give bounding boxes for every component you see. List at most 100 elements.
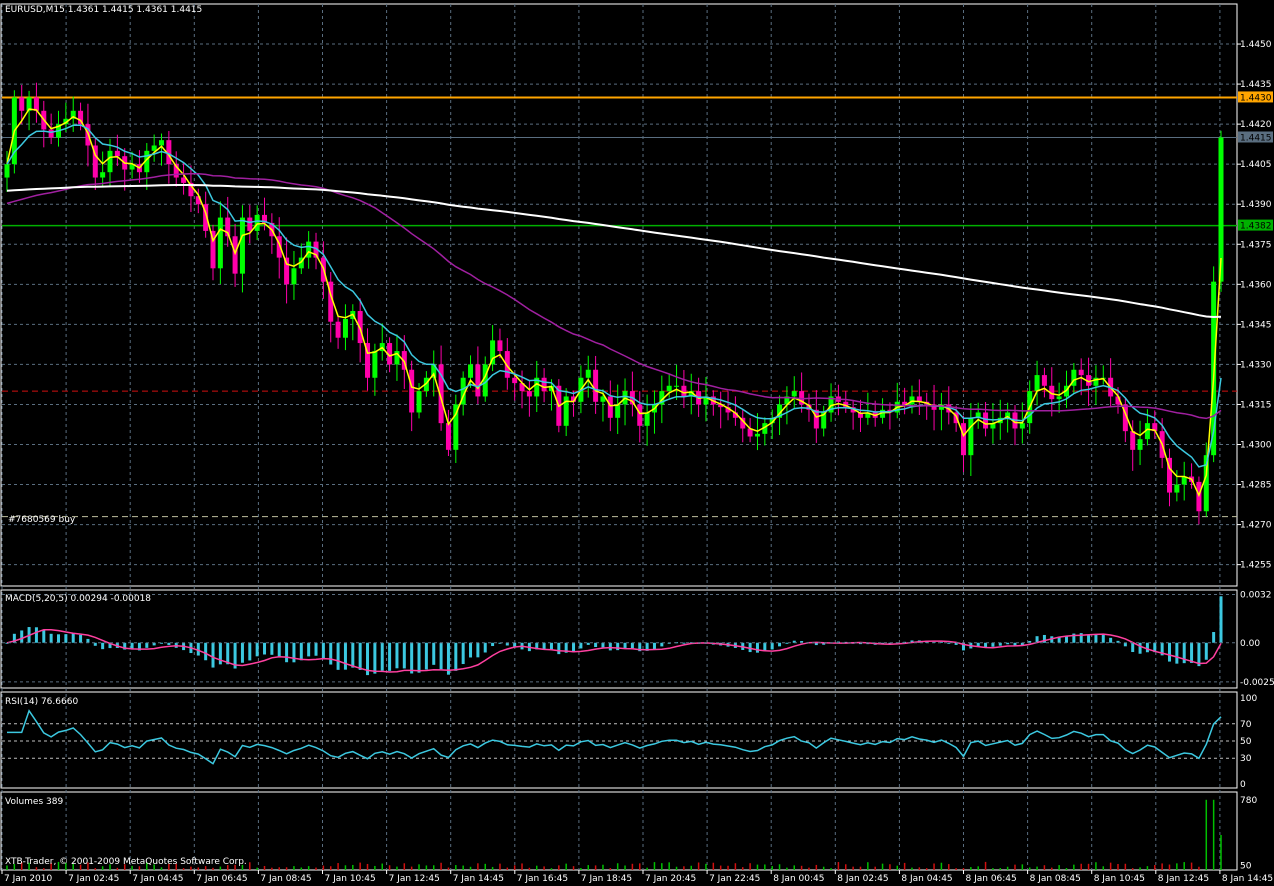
candle-body bbox=[784, 396, 790, 405]
price-tick-label: 1.4360 bbox=[1240, 280, 1272, 290]
rsi-line bbox=[7, 709, 1222, 765]
candle-body bbox=[262, 214, 268, 223]
macd-histogram-bar bbox=[358, 642, 362, 670]
time-tick-label: 7 Jan 16:45 bbox=[517, 874, 568, 884]
price-tick-label: 1.4405 bbox=[1240, 160, 1272, 170]
price-tick-label: 1.4450 bbox=[1240, 40, 1272, 50]
macd-signal-line bbox=[6, 629, 1222, 673]
candle-body bbox=[453, 404, 459, 450]
candle-body bbox=[460, 377, 466, 405]
macd-histogram-bar bbox=[814, 642, 818, 646]
candle-body bbox=[306, 241, 312, 258]
candle-body bbox=[1174, 484, 1180, 493]
macd-histogram-bar bbox=[380, 642, 384, 671]
macd-histogram-bar bbox=[984, 642, 988, 648]
candle-body bbox=[173, 164, 179, 178]
time-tick-label: 8 Jan 14:45 bbox=[1222, 874, 1273, 884]
macd-histogram-bar bbox=[1042, 634, 1046, 643]
candle-body bbox=[983, 412, 989, 429]
candle-body bbox=[1166, 457, 1172, 493]
panel-border bbox=[0, 691, 1238, 789]
macd-histogram-bar bbox=[79, 634, 83, 643]
macd-histogram-bar bbox=[145, 642, 149, 648]
macd-histogram-bar bbox=[800, 641, 804, 643]
candle-body bbox=[475, 364, 481, 397]
candle-body bbox=[828, 396, 834, 413]
time-tick-label: 7 Jan 04:45 bbox=[132, 874, 183, 884]
macd-histogram-bar bbox=[152, 642, 156, 646]
macd-histogram-bar bbox=[954, 642, 958, 645]
candle-body bbox=[600, 396, 606, 402]
macd-histogram-bar bbox=[12, 633, 16, 643]
candle-body bbox=[144, 150, 150, 173]
candle-body bbox=[821, 412, 827, 429]
rsi-tick-label: 0 bbox=[1240, 780, 1246, 790]
macd-label: MACD(5,20,5) 0.00294 -0.00018 bbox=[5, 594, 151, 604]
candle-body bbox=[1034, 375, 1040, 392]
macd-histogram-bar bbox=[351, 642, 355, 668]
macd-histogram-bar bbox=[1190, 642, 1194, 663]
candle-body bbox=[681, 385, 687, 397]
symbol-header: EURUSD,M15 1.4361 1.4415 1.4361 1.4415 bbox=[5, 5, 202, 15]
macd-histogram-bar bbox=[1212, 632, 1216, 643]
macd-histogram-bar bbox=[616, 642, 620, 651]
rsi-tick-label: 100 bbox=[1240, 694, 1257, 704]
candle-body bbox=[159, 140, 165, 146]
candle-body bbox=[674, 385, 680, 387]
candle-body bbox=[1181, 476, 1187, 485]
macd-histogram-bar bbox=[601, 642, 605, 648]
candle-body bbox=[423, 377, 429, 392]
candle-body bbox=[100, 172, 106, 178]
macd-histogram-bar bbox=[1197, 642, 1201, 667]
candle-body bbox=[571, 396, 577, 402]
macd-histogram-bar bbox=[792, 640, 796, 643]
macd-histogram-bar bbox=[645, 642, 649, 651]
macd-histogram-bar bbox=[299, 642, 303, 661]
macd-histogram-bar bbox=[130, 642, 134, 650]
macd-histogram-bar bbox=[446, 642, 450, 675]
candle-body bbox=[1122, 404, 1128, 432]
macd-histogram-bar bbox=[424, 642, 428, 670]
candle-body bbox=[916, 396, 922, 402]
candle-body bbox=[637, 404, 643, 426]
candle-body bbox=[1049, 385, 1055, 400]
candle-body bbox=[181, 177, 187, 183]
macd-histogram-bar bbox=[505, 642, 509, 646]
candle-body bbox=[718, 404, 724, 408]
candle-body bbox=[497, 340, 503, 352]
price-tick-label: 1.4390 bbox=[1240, 200, 1272, 210]
macd-histogram-bar bbox=[240, 642, 244, 663]
macd-tick-label: -0.00259 bbox=[1240, 678, 1274, 688]
macd-histogram-bar bbox=[976, 642, 980, 647]
macd-histogram-bar bbox=[542, 642, 546, 650]
macd-histogram-bar bbox=[277, 642, 281, 658]
candle-body bbox=[19, 97, 25, 111]
candle-body bbox=[468, 364, 474, 378]
macd-histogram-bar bbox=[469, 642, 473, 658]
candle-body bbox=[990, 423, 996, 429]
macd-histogram-bar bbox=[594, 642, 598, 648]
candle-body bbox=[666, 385, 672, 392]
ma-fast-line bbox=[6, 108, 1222, 498]
candle-body bbox=[769, 417, 775, 424]
candle-body bbox=[504, 351, 510, 378]
candle-body bbox=[1144, 423, 1150, 440]
candle-body bbox=[129, 164, 135, 170]
time-tick-label: 7 Jan 08:45 bbox=[260, 874, 311, 884]
rsi-tick-label: 70 bbox=[1240, 720, 1252, 730]
macd-histogram-bar bbox=[498, 642, 502, 644]
price-line-tag-label: 1.4430 bbox=[1240, 93, 1272, 103]
macd-histogram-bar bbox=[748, 642, 752, 653]
macd-histogram-bar bbox=[388, 642, 392, 671]
macd-histogram-bar bbox=[226, 642, 230, 665]
macd-histogram-bar bbox=[454, 642, 458, 671]
volume-tick-label: 50 bbox=[1240, 862, 1252, 872]
macd-histogram-bar bbox=[402, 642, 406, 669]
candle-body bbox=[541, 377, 547, 392]
macd-histogram-bar bbox=[549, 642, 553, 650]
candle-body bbox=[732, 412, 738, 418]
macd-histogram-bar bbox=[108, 642, 112, 649]
candle-body bbox=[1041, 375, 1047, 386]
macd-histogram-bar bbox=[939, 641, 943, 643]
